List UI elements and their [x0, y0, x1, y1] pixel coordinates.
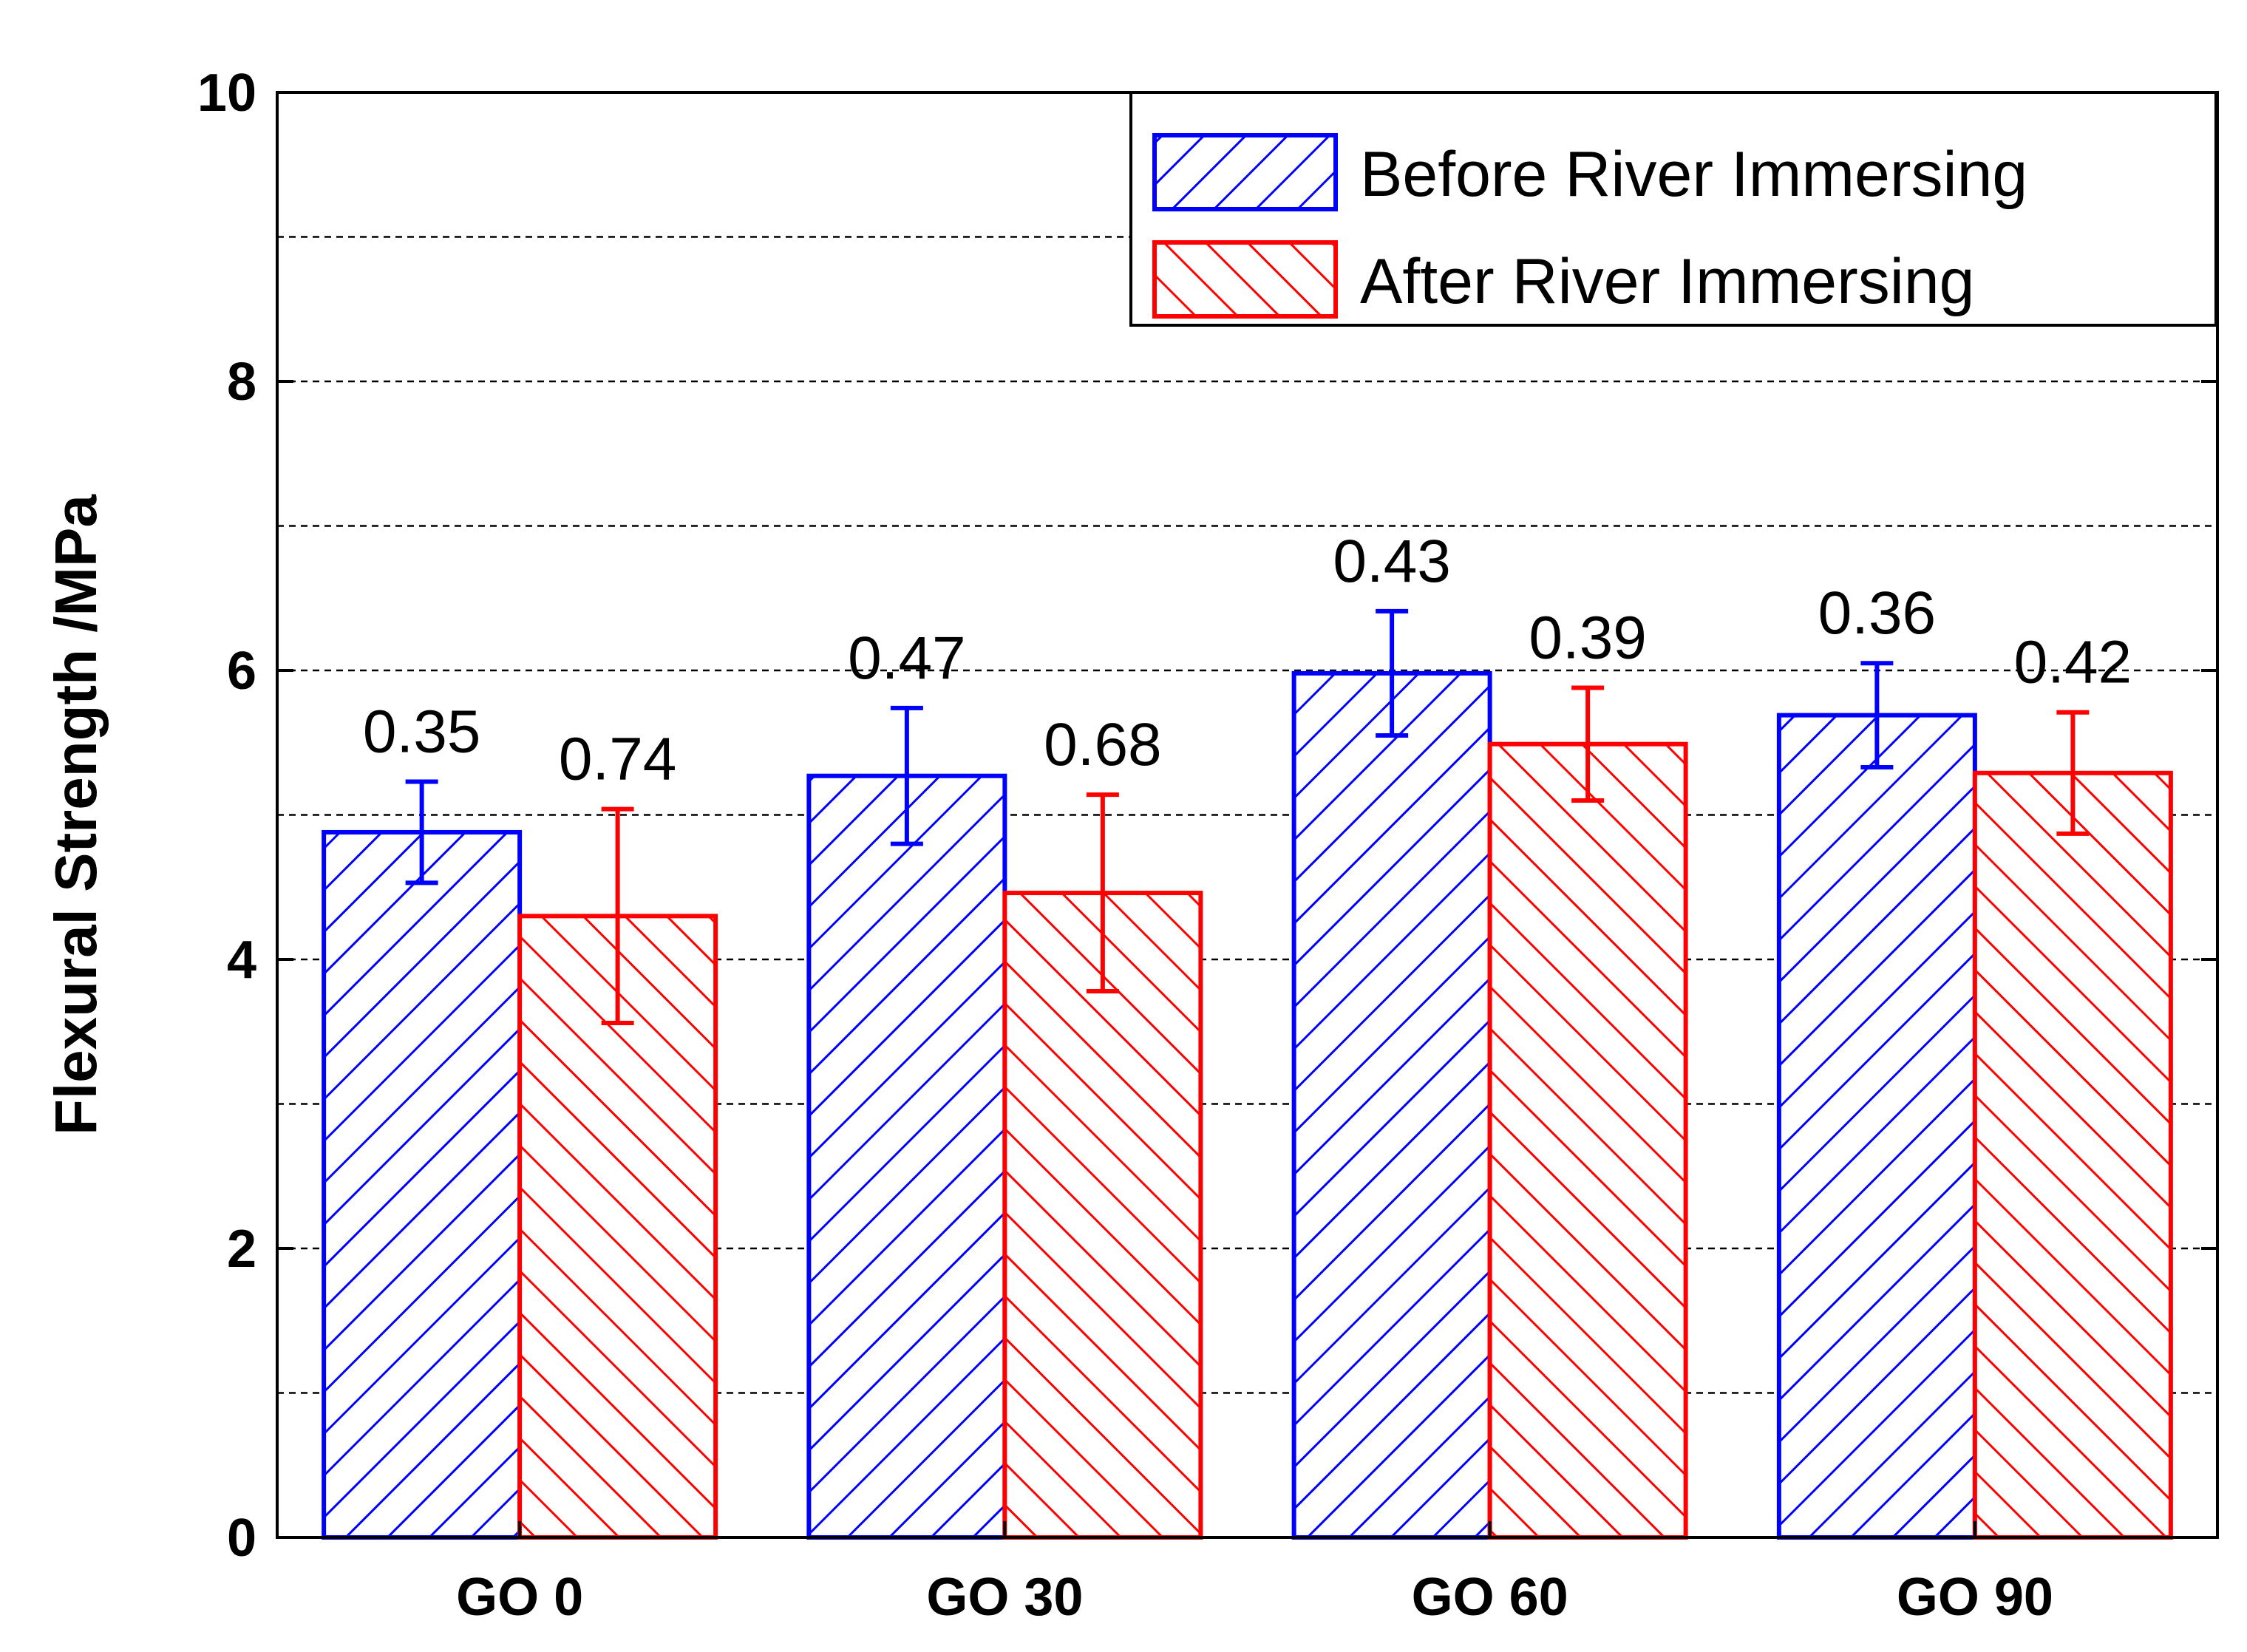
data-label: 0.68: [1044, 711, 1162, 778]
x-category-label: GO 60: [1412, 1568, 1568, 1627]
data-label: 0.42: [2014, 629, 2132, 696]
x-category-label: GO 30: [926, 1568, 1083, 1627]
bar-after: [1487, 741, 1688, 1540]
data-label: 0.39: [1529, 604, 1647, 671]
axis-ticks: 0 2 4 6 8 10 GO 0 GO 30 GO 60 GO 90: [197, 64, 2217, 1627]
bar-before: [806, 773, 1007, 1540]
y-tick-label: 6: [227, 642, 256, 701]
data-label: 0.43: [1333, 528, 1451, 595]
y-tick-label: 2: [227, 1220, 256, 1279]
y-tick-label: 0: [227, 1509, 256, 1568]
bar-after: [1972, 770, 2173, 1540]
y-tick-label: 4: [227, 931, 256, 990]
y-tick-label: 10: [197, 64, 256, 123]
legend-label: After River Immersing: [1360, 246, 1975, 317]
data-labels: 0.35 0.74 0.47 0.68 0.43 0.39 0.36 0.42: [363, 528, 2132, 793]
bars: [322, 670, 2173, 1540]
x-category-label: GO 0: [456, 1568, 583, 1627]
y-axis-title: Flexural Strength /MPa: [43, 494, 109, 1135]
x-category-label: GO 90: [1897, 1568, 2053, 1627]
data-label: 0.74: [559, 726, 677, 793]
y-tick-label: 8: [227, 353, 256, 412]
error-bars: [405, 608, 2090, 1026]
legend-swatch: [1152, 240, 1338, 319]
legend-label: Before River Immersing: [1360, 139, 2027, 210]
data-label: 0.36: [1818, 579, 1937, 647]
bar-before: [322, 829, 523, 1540]
legend-swatch: [1152, 133, 1338, 211]
bar-before: [1776, 713, 1977, 1540]
legend: Before River Immersing After River Immers…: [1129, 91, 2217, 327]
data-label: 0.47: [848, 625, 966, 692]
data-label: 0.35: [363, 698, 481, 766]
bar-before: [1291, 670, 1492, 1540]
